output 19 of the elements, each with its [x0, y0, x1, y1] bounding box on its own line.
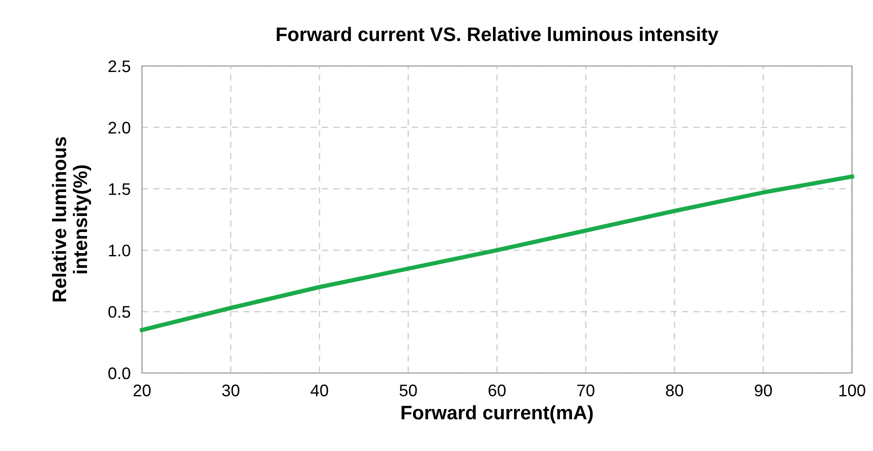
y-tick-label: 1.0: [108, 244, 130, 256]
x-tick-label: 20: [134, 384, 151, 396]
y-tick-label: 2.0: [108, 122, 130, 134]
y-tick-label: 1.5: [108, 183, 130, 196]
x-axis-title: Forward current(mA): [402, 405, 593, 424]
x-tick-label: 60: [488, 384, 506, 396]
x-tick-label: 90: [754, 384, 772, 396]
x-tick-label: 30: [222, 384, 240, 396]
y-tick-label: 0.5: [108, 306, 130, 318]
x-tick-label: 80: [666, 384, 684, 396]
x-tick-label: 100: [839, 384, 866, 396]
y-tick-label: 2.5: [108, 60, 130, 72]
chart-title: Forward current VS. Relative luminous intensity: [276, 26, 718, 46]
y-tick-label: 0.0: [108, 367, 130, 380]
x-tick-label: 50: [400, 384, 417, 396]
y-axis-title: Relative luminous intensity(%): [52, 137, 92, 302]
x-tick-label: 70: [577, 384, 594, 396]
x-tick-label: 40: [310, 384, 328, 396]
line-series: [140, 174, 854, 332]
